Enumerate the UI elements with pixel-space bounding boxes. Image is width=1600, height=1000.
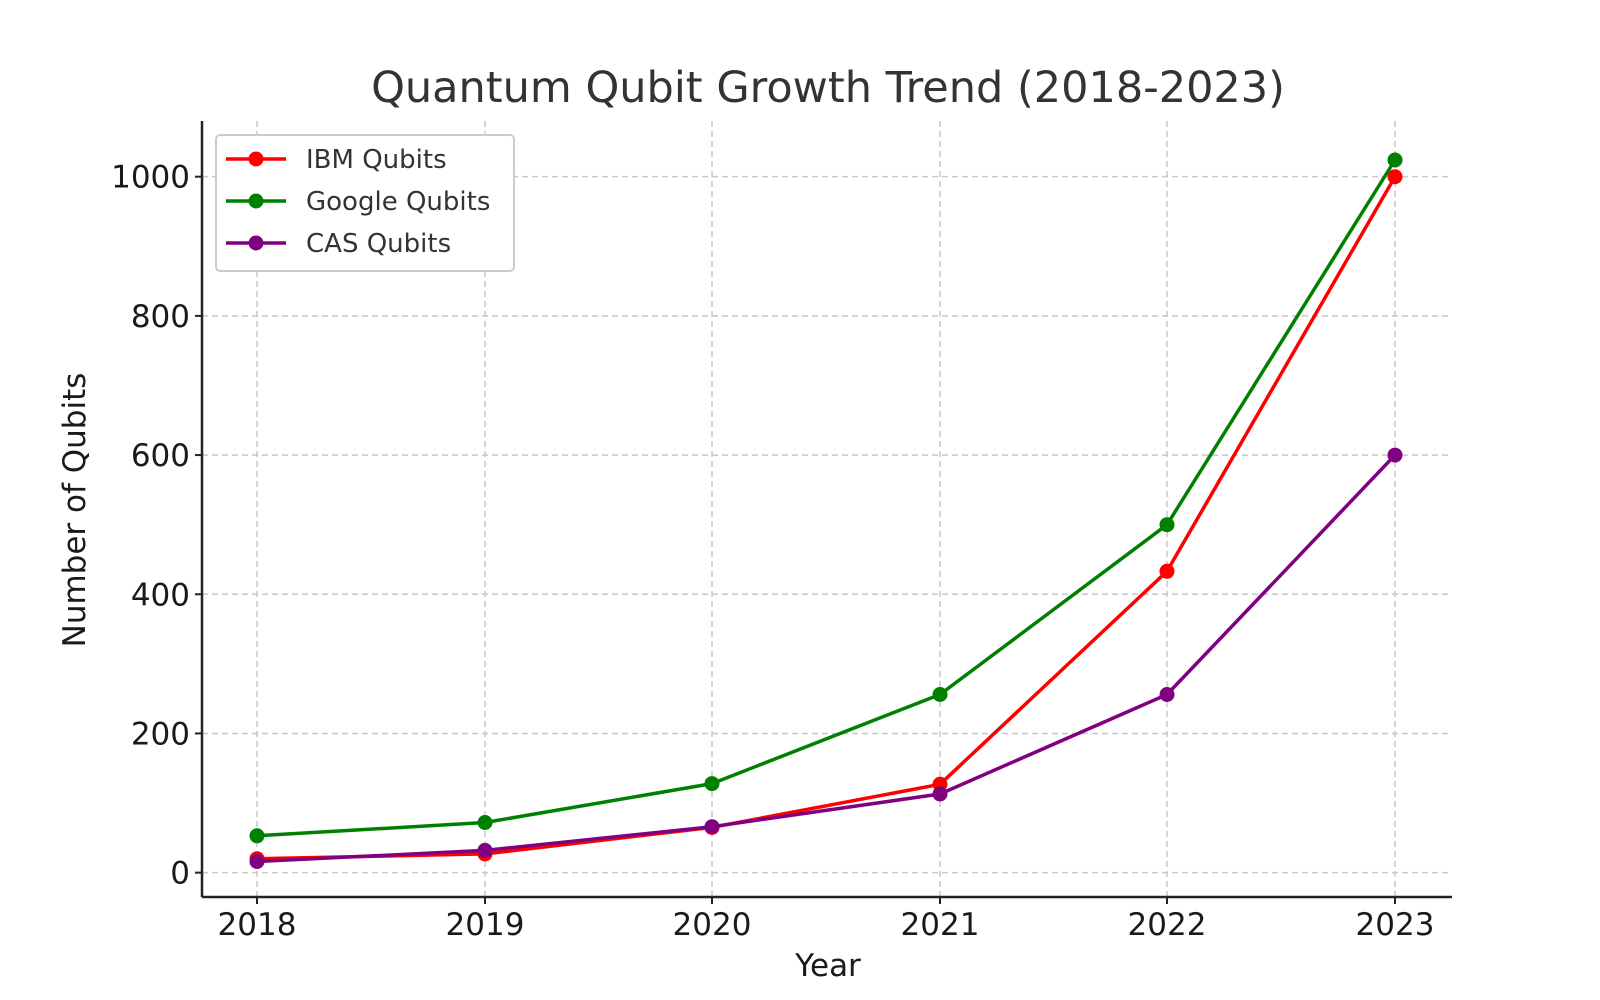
data-point <box>704 776 720 792</box>
data-point <box>249 828 265 844</box>
series-cas-qubits <box>249 447 1403 869</box>
y-tick-label: 800 <box>131 299 190 335</box>
x-tick-label: 2019 <box>446 907 525 943</box>
y-tick-label: 1000 <box>111 160 190 196</box>
x-tick-label: 2023 <box>1356 907 1435 943</box>
series-line <box>255 158 1397 838</box>
legend-label: Google Qubits <box>306 187 490 217</box>
legend-marker <box>248 193 264 209</box>
data-point <box>932 786 948 802</box>
data-point <box>249 854 265 869</box>
x-tick-label: 2020 <box>673 907 752 943</box>
data-point <box>1387 447 1403 463</box>
series-ibm-qubits <box>249 169 1403 867</box>
data-point <box>1159 517 1175 533</box>
legend-item: IBM Qubits <box>226 145 447 175</box>
grid-lines <box>202 121 1452 897</box>
y-axis-label: Number of Qubits <box>57 373 93 648</box>
series-google-qubits <box>249 152 1403 844</box>
y-tick-label: 400 <box>131 577 190 613</box>
data-point <box>477 842 493 858</box>
series-line <box>255 174 1397 861</box>
y-tick-label: 200 <box>131 716 190 752</box>
legend-label: CAS Qubits <box>306 229 451 259</box>
series-line <box>255 453 1397 864</box>
y-tick-label: 0 <box>170 856 190 892</box>
x-tick-label: 2018 <box>218 907 297 943</box>
y-tick-label: 600 <box>131 438 190 474</box>
legend-marker <box>248 151 264 167</box>
chart-title: Quantum Qubit Growth Trend (2018-2023) <box>371 63 1285 113</box>
x-axis-label: Year <box>794 948 861 984</box>
data-point <box>1387 152 1403 168</box>
data-point <box>1159 563 1175 579</box>
data-point <box>932 687 948 702</box>
legend-label: IBM Qubits <box>306 145 447 175</box>
x-tick-label: 2021 <box>901 907 980 943</box>
series <box>249 152 1403 869</box>
legend-item: CAS Qubits <box>226 229 451 259</box>
legend-box <box>215 134 515 272</box>
legend: IBM Qubits Google Qubits CAS Qubits <box>215 134 515 272</box>
legend-item: Google Qubits <box>226 187 490 217</box>
data-point <box>704 819 720 835</box>
data-point <box>1159 687 1175 702</box>
data-point <box>477 815 493 830</box>
data-point <box>1387 169 1403 185</box>
x-tick-label: 2022 <box>1128 907 1207 943</box>
tick-labels: 2018 2019 2020 2021 2022 2023 0 200 400 600 800 100… <box>111 160 1434 943</box>
legend-marker <box>248 235 264 251</box>
axes <box>200 121 1452 899</box>
